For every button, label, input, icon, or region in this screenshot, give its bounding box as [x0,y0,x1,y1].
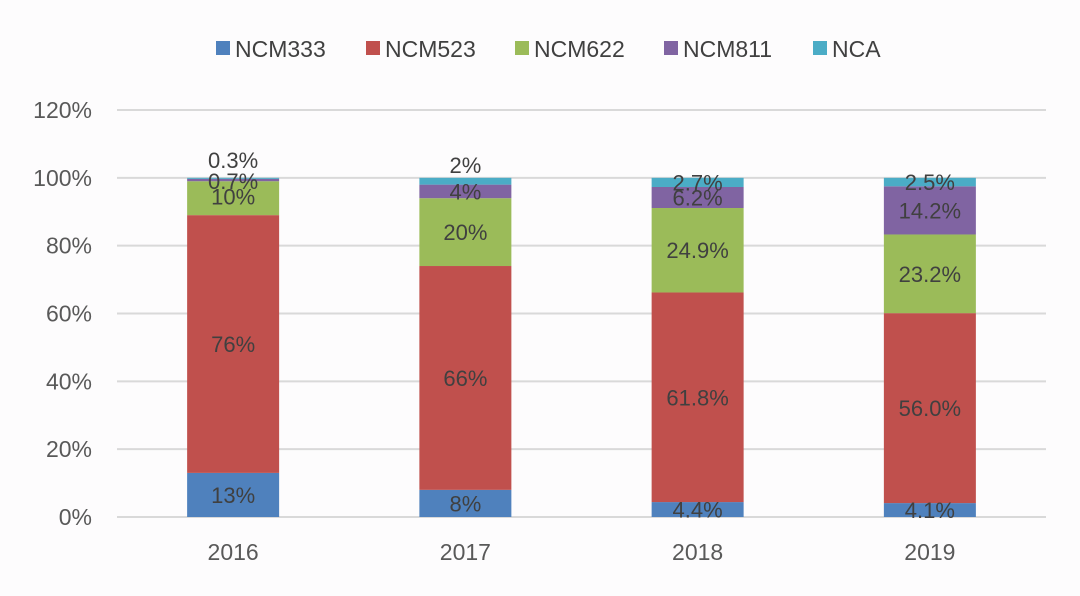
y-tick-label: 40% [46,368,92,394]
bar-segment-nca [187,177,280,179]
legend-swatch [664,41,678,55]
data-label: 0.3% [208,148,258,173]
data-label: 23.2% [899,262,961,287]
data-label: 4.4% [673,498,723,523]
bar-segment-ncm523 [883,313,976,504]
x-tick-label: 2019 [904,539,955,565]
bar-segment-ncm811 [187,178,280,182]
legend-swatch [366,41,380,55]
bar-segment-ncm622 [187,181,280,216]
data-label: 66% [443,366,487,391]
data-label: 76% [211,332,255,357]
legend-swatch [813,41,827,55]
x-tick-label: 2018 [672,539,723,565]
legend-label: NCM523 [385,36,476,62]
data-labels: 13% 76% 10%0.7%0.3% 8% 66% 20% 4%2% 4.4% 61.8% 24… [208,148,961,523]
legend-swatch [515,41,529,55]
data-label: 0.7% [208,169,258,194]
data-label: 24.9% [666,238,728,263]
data-label: 13% [211,483,255,508]
legend-swatch [216,41,230,55]
legend-item-nca: NCA [813,36,881,62]
legend: NCM333 NCM523 NCM622 NCM811 NCA [216,36,881,62]
legend-label: NCA [832,36,881,62]
bars [187,177,976,517]
y-axis: 0% 20% 40% 60% 80% 100% 120% [33,97,92,530]
legend-label: NCM811 [683,36,772,62]
x-tick-label: 2017 [440,539,491,565]
x-axis: 2016 2017 2018 2019 [208,539,956,565]
bar-segment-nca [419,177,512,185]
y-tick-label: 60% [46,301,92,327]
data-label: 6.2% [673,186,723,211]
bar-segment-nca [883,177,976,187]
data-label: 4.1% [905,498,955,523]
bar-segment-ncm622 [883,234,976,314]
bar-segment-ncm523 [419,266,512,490]
bar-segment-ncm622 [419,198,512,267]
bar-segment-ncm811 [883,186,976,235]
legend-label: NCM333 [235,36,326,62]
bar-segment-ncm811 [651,186,744,209]
data-label: 8% [449,491,481,516]
bar-segment-ncm333 [419,489,512,517]
legend-label: NCM622 [534,36,625,62]
x-tick-label: 2016 [208,539,259,565]
bar-segment-ncm333 [651,502,744,517]
bar-segment-ncm811 [419,184,512,199]
y-tick-label: 100% [33,165,92,191]
data-label: 61.8% [666,385,728,410]
data-label: 2% [449,153,481,178]
data-label: 4% [449,179,481,204]
y-tick-label: 120% [33,97,92,123]
data-label: 2.5% [905,170,955,195]
bar-segment-ncm523 [187,215,280,473]
y-tick-label: 80% [46,233,92,259]
bar-segment-nca [651,177,744,187]
data-label: 2.7% [673,170,723,195]
legend-item-ncm622: NCM622 [515,36,625,62]
legend-item-ncm523: NCM523 [366,36,476,62]
bar-segment-ncm333 [187,472,280,517]
legend-item-ncm811: NCM811 [664,36,772,62]
data-label: 14.2% [899,198,961,223]
data-label: 20% [443,220,487,245]
legend-item-ncm333: NCM333 [216,36,326,62]
bar-segment-ncm333 [883,503,976,517]
y-tick-label: 0% [59,504,92,530]
bar-segment-ncm622 [651,208,744,293]
y-tick-label: 20% [46,436,92,462]
data-label: 56.0% [899,396,961,421]
data-label: 10% [211,184,255,209]
bar-segment-ncm523 [651,292,744,503]
